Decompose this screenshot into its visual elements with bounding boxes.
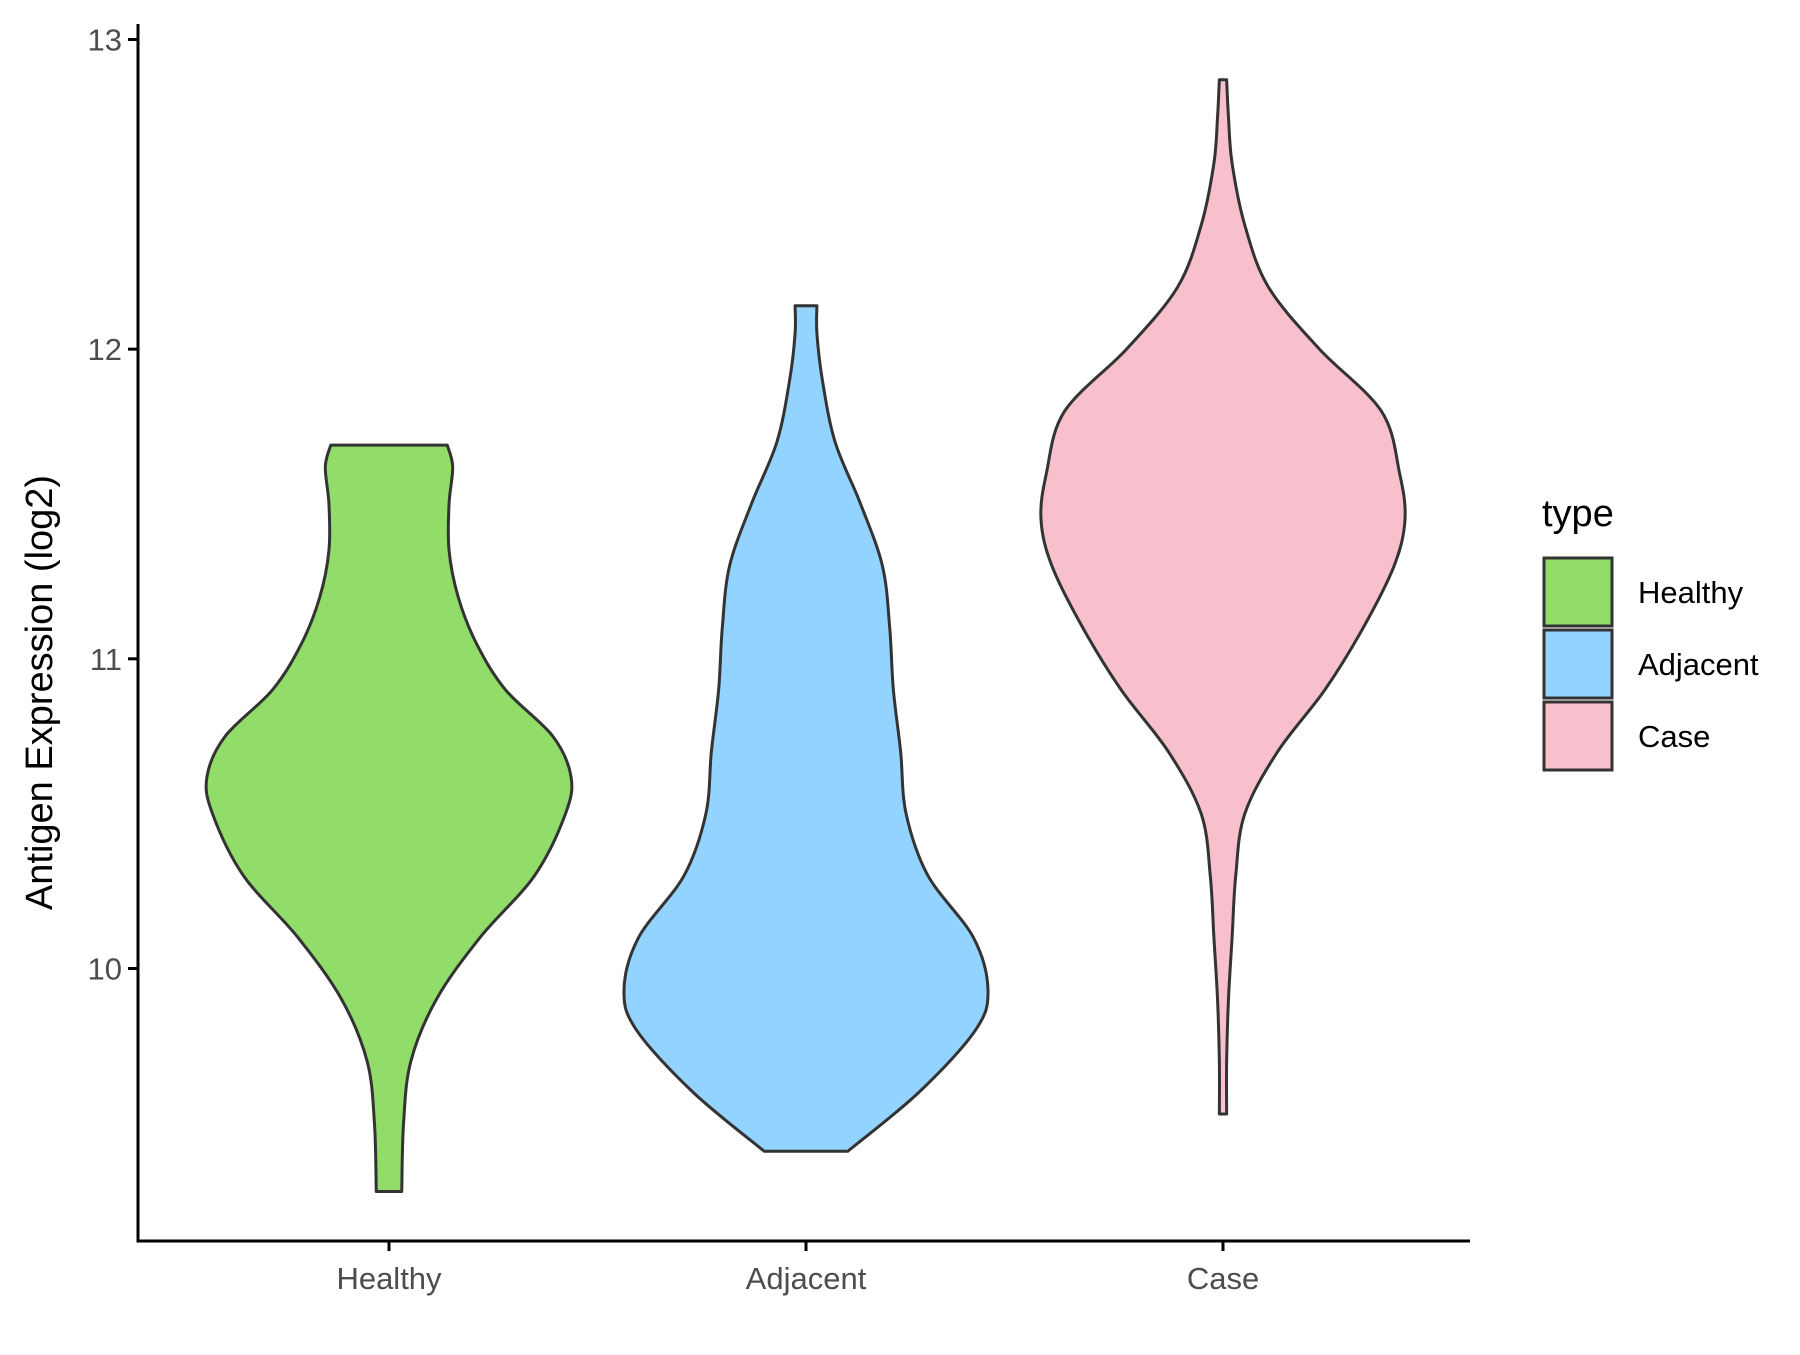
x-tick-label: Case <box>1187 1261 1259 1296</box>
y-tick-label: 12 <box>88 332 122 367</box>
legend-label-healthy: Healthy <box>1638 575 1744 610</box>
axes-layer: 10 11 12 13 Healthy Adjacent Case <box>88 22 1470 1296</box>
legend: type Healthy Adjacent Case <box>1542 493 1759 772</box>
y-tick-label: 10 <box>88 951 122 986</box>
legend-label-adjacent: Adjacent <box>1638 647 1759 682</box>
legend-items: Healthy Adjacent Case <box>1542 556 1759 772</box>
x-ticks: Healthy Adjacent Case <box>336 1241 1259 1296</box>
y-tick-label: 13 <box>88 22 122 57</box>
violin-adjacent <box>622 304 990 1153</box>
y-axis-title: Antigen Expression (log2) <box>19 475 61 910</box>
violin-case <box>1039 78 1407 1116</box>
legend-swatch-healthy <box>1542 556 1614 628</box>
legend-swatch-adjacent <box>1542 628 1614 700</box>
legend-swatch-case <box>1542 700 1614 772</box>
violin-layer <box>204 78 1407 1193</box>
legend-label-case: Case <box>1638 719 1710 754</box>
legend-title: type <box>1542 493 1614 535</box>
x-tick-label: Adjacent <box>746 1261 867 1296</box>
violin-healthy <box>204 443 574 1193</box>
x-tick-label: Healthy <box>336 1261 442 1296</box>
y-tick-label: 11 <box>90 642 122 677</box>
y-ticks: 10 11 12 13 <box>88 22 138 986</box>
